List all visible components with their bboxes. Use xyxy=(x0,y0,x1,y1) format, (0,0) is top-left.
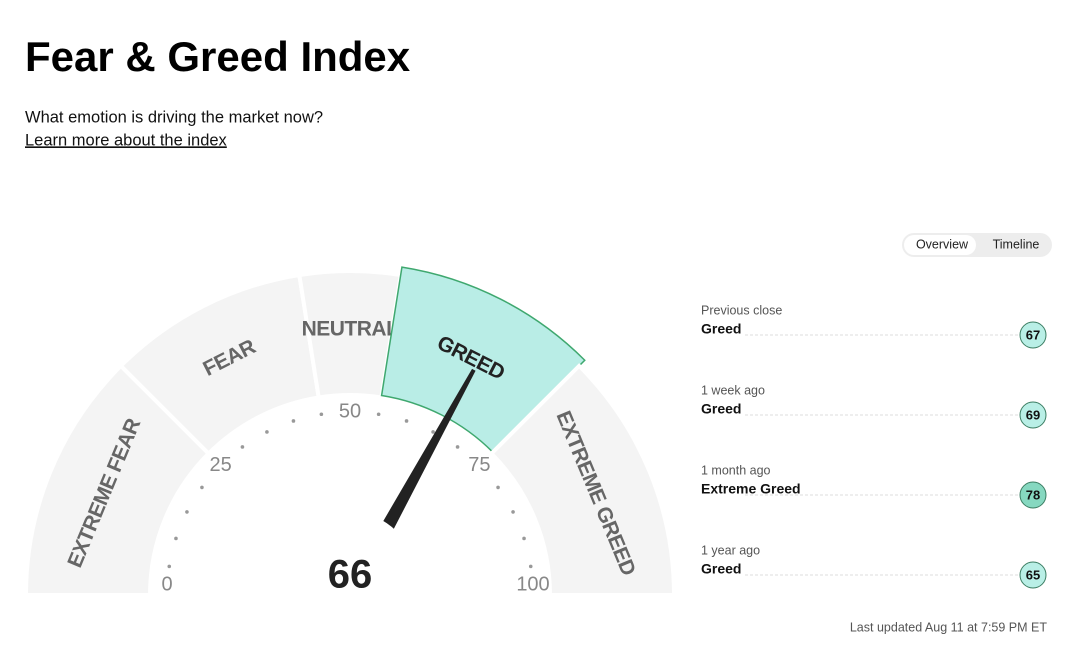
tick-dot xyxy=(185,510,189,514)
tick-label: 0 xyxy=(161,573,172,595)
tab-label[interactable]: Timeline xyxy=(993,237,1040,251)
gauge-value: 66 xyxy=(328,553,373,597)
history-badge xyxy=(1019,481,1047,509)
tick-dot xyxy=(265,430,269,434)
segment-label: NEUTRAL xyxy=(302,318,399,341)
history-value: 78 xyxy=(1026,487,1040,502)
tick-label: 50 xyxy=(339,400,361,422)
history-label: Previous close xyxy=(701,303,782,317)
history-value: 69 xyxy=(1026,407,1040,422)
history-rating: Greed xyxy=(701,561,741,577)
tick-dot xyxy=(240,445,245,449)
tick-dot xyxy=(431,430,435,434)
subtitle: What emotion is driving the market now? xyxy=(25,108,323,126)
history-rating: Extreme Greed xyxy=(701,481,801,497)
tick-dot xyxy=(528,564,533,569)
tick-dot xyxy=(174,536,178,541)
tick-label: 25 xyxy=(209,454,231,476)
gauge-segment xyxy=(380,266,586,454)
history-label: 1 year ago xyxy=(701,543,760,557)
history-label: 1 month ago xyxy=(701,463,771,477)
gauge-base-mask xyxy=(20,596,690,636)
history-badge xyxy=(1019,561,1047,589)
tab-label[interactable]: Overview xyxy=(916,237,969,251)
tick-dot xyxy=(455,445,460,449)
title: Fear & Greed Index xyxy=(25,33,411,80)
tick-dot xyxy=(291,419,296,423)
history-rating: Greed xyxy=(701,321,741,337)
history-label: 1 week ago xyxy=(701,383,765,397)
tick-dot xyxy=(200,485,204,490)
tick-dot xyxy=(319,412,324,417)
tick-dot xyxy=(496,485,500,490)
tick-label: 75 xyxy=(468,454,490,476)
tick-dot xyxy=(167,564,172,569)
history-rating: Greed xyxy=(701,401,741,417)
history-value: 65 xyxy=(1026,567,1040,582)
history-badge xyxy=(1019,321,1047,349)
history-value: 67 xyxy=(1026,327,1040,342)
history: Previous close Greed 67 1 week ago Greed 69 1 … xyxy=(701,303,1047,589)
tick-dot xyxy=(522,536,526,541)
tick-dot xyxy=(511,510,515,514)
gauge-segment xyxy=(488,363,677,597)
tick-label: 100 xyxy=(516,573,549,595)
tick-dot xyxy=(376,412,381,417)
active-tab[interactable] xyxy=(904,235,976,255)
history-badge xyxy=(1019,401,1047,429)
learn-more-link[interactable]: Learn more about the index xyxy=(25,131,228,149)
tick-dot xyxy=(404,419,409,423)
needle xyxy=(372,368,476,546)
last-updated: Last updated Aug 11 at 7:59 PM ET xyxy=(850,620,1047,634)
